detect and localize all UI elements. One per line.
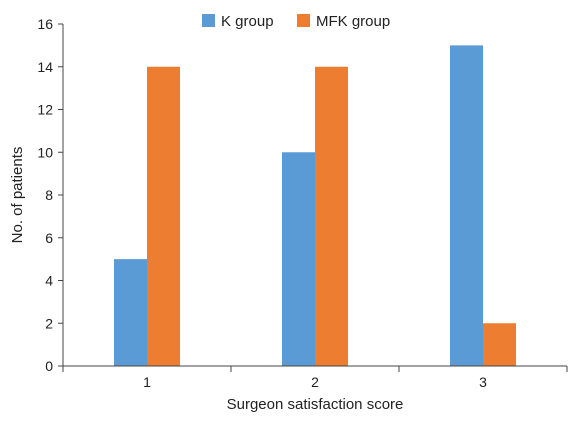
y-ticks: 0 2 4 6 8 10 12 14 16 [37, 16, 63, 374]
legend-swatch-k-group [202, 14, 215, 27]
x-tick-label: 3 [479, 374, 487, 390]
x-tick-label: 1 [143, 374, 151, 390]
bar-k-group-2 [282, 152, 315, 366]
y-tick-label: 4 [45, 273, 53, 289]
y-tick-label: 0 [45, 358, 53, 374]
legend: K group MFK group [202, 13, 390, 30]
y-tick-label: 10 [37, 144, 53, 160]
y-tick-label: 6 [45, 230, 53, 246]
bar-k-group-1 [114, 259, 147, 366]
legend-label-k-group: K group [221, 13, 274, 30]
legend-swatch-mfk-group [297, 14, 310, 27]
x-axis-label: Surgeon satisfaction score [227, 396, 404, 413]
y-tick-label: 14 [37, 59, 53, 75]
bars-group [114, 45, 516, 366]
y-axis-label: No. of patients [9, 147, 26, 244]
bar-mfk-group-3 [483, 323, 516, 366]
bar-mfk-group-1 [147, 66, 180, 366]
y-tick-label: 8 [45, 187, 53, 203]
bar-mfk-group-2 [315, 66, 348, 366]
y-tick-label: 12 [37, 102, 53, 118]
bar-k-group-3 [450, 45, 483, 366]
y-tick-label: 2 [45, 315, 53, 331]
x-tick-label: 2 [311, 374, 319, 390]
legend-label-mfk-group: MFK group [316, 13, 390, 30]
x-ticks: 1 2 3 [62, 366, 568, 390]
y-tick-label: 16 [37, 16, 53, 32]
